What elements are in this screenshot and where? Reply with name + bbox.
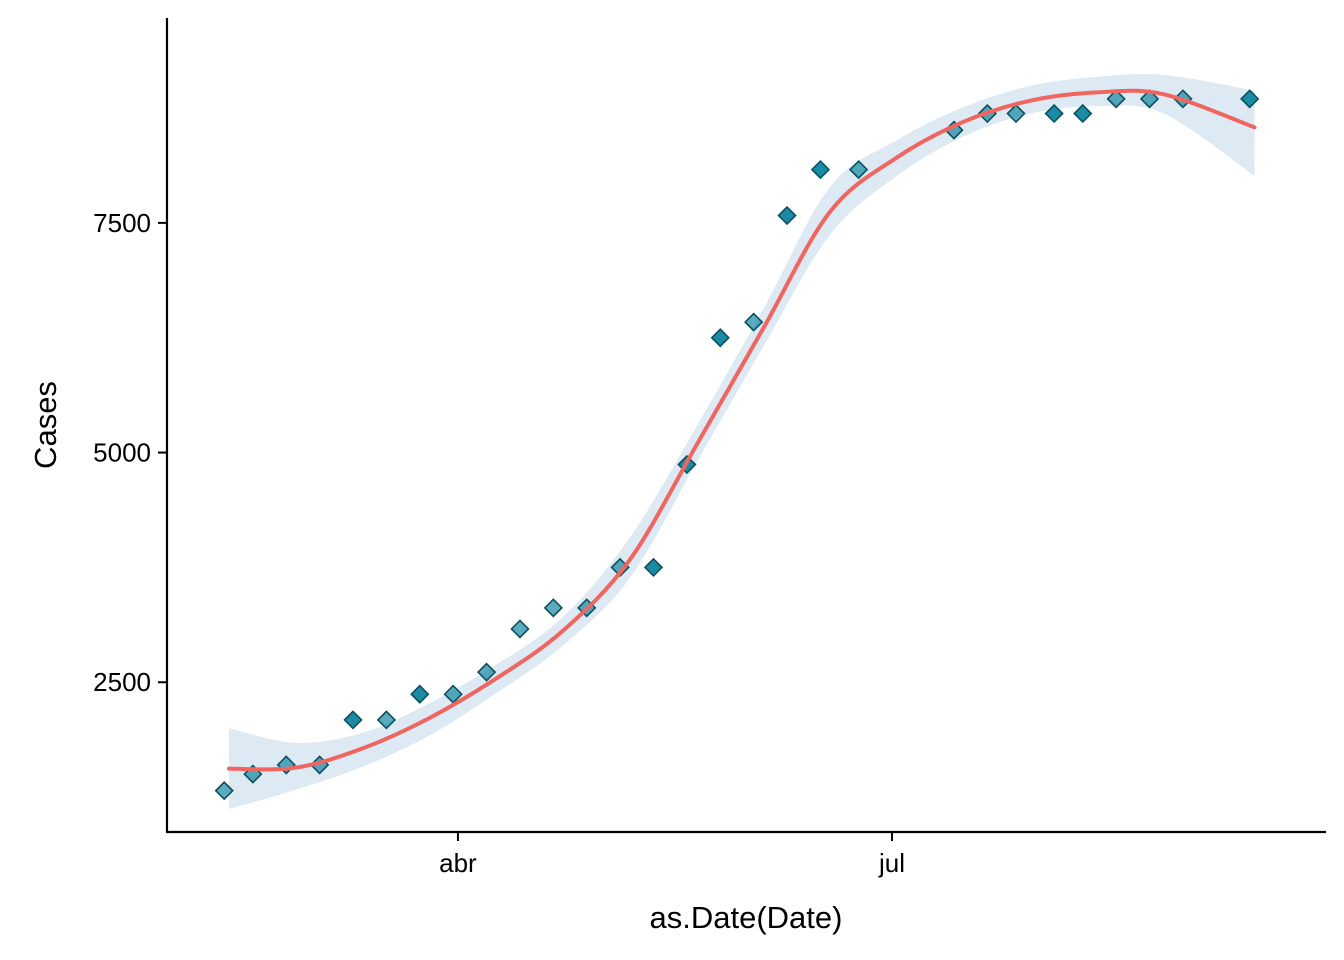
smooth-line	[227, 88, 1257, 772]
data-point	[476, 662, 497, 682]
data-point	[1044, 103, 1064, 124]
data-point	[376, 710, 397, 730]
y-axis-ticks: 2500 5000 7500	[93, 208, 167, 697]
data-point	[1106, 89, 1126, 109]
data-point	[510, 619, 530, 639]
smooth-line-layer	[227, 88, 1257, 772]
data-point	[1073, 103, 1093, 124]
data-point	[777, 205, 797, 226]
x-tick-label: jul	[878, 848, 905, 878]
data-point	[810, 159, 831, 180]
data-point	[543, 598, 563, 618]
confidence-ribbon	[229, 74, 1255, 809]
data-point	[410, 684, 430, 704]
points-layer	[214, 89, 1260, 801]
data-point	[643, 557, 664, 578]
data-point	[848, 159, 869, 180]
x-axis-ticks: abr jul	[439, 832, 905, 878]
confidence-ribbon-layer	[229, 74, 1255, 809]
x-tick-label: abr	[439, 848, 477, 878]
data-point	[1139, 89, 1160, 109]
data-point	[1240, 89, 1260, 109]
data-point	[343, 710, 363, 730]
y-tick-label: 5000	[93, 438, 151, 468]
y-axis-title: Cases	[28, 381, 63, 469]
data-point	[710, 328, 730, 348]
y-tick-label: 7500	[93, 208, 151, 238]
data-point	[214, 781, 234, 801]
data-point	[744, 312, 764, 332]
x-axis-title: as.Date(Date)	[650, 900, 843, 935]
y-tick-label: 2500	[93, 667, 151, 697]
data-point	[1006, 103, 1026, 124]
